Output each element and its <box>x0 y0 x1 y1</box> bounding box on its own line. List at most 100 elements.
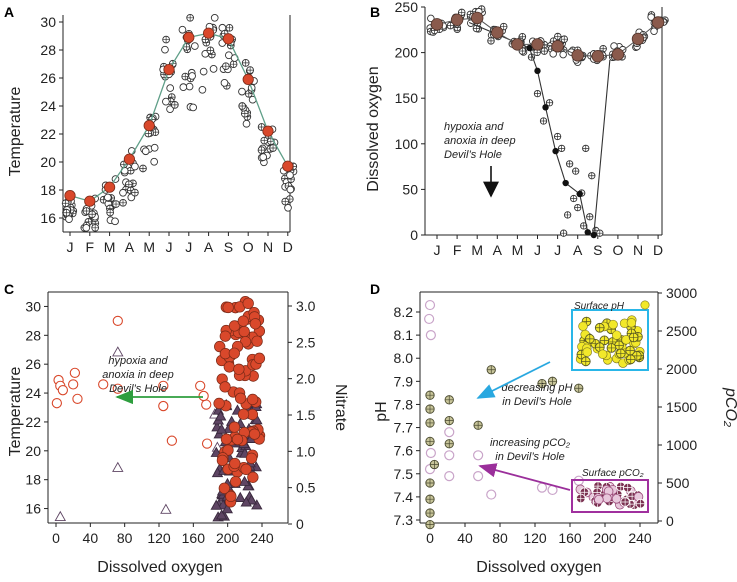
data-point <box>111 217 119 226</box>
y2-tick-label: 1.5 <box>296 407 316 423</box>
deep-point-cross <box>540 117 547 125</box>
surface-ph-point <box>640 300 650 310</box>
data-point-cross <box>63 209 70 217</box>
y-axis-label: Temperature <box>7 366 24 456</box>
annotation-line: in Devil’s Hole <box>495 451 565 463</box>
data-point-cross <box>119 199 127 207</box>
surface-ph-point-cross <box>614 340 624 350</box>
y-tick-label: 7.3 <box>394 512 414 528</box>
y2-tick-label: 2500 <box>666 323 697 339</box>
temp-point <box>251 335 263 347</box>
data-point-cross <box>186 14 194 22</box>
surface-ph-point-cross <box>629 333 639 342</box>
deep-mean-point <box>534 67 541 75</box>
mean-point <box>262 125 274 137</box>
data-point-cross <box>162 36 170 43</box>
temp-point <box>219 381 231 393</box>
x-tick-label: 200 <box>593 530 617 546</box>
nitrate-point <box>240 496 252 507</box>
ph-point-cross <box>425 495 435 504</box>
mean-point <box>104 181 116 193</box>
y-tick-label: 18 <box>40 182 56 198</box>
surface-pco2-point-cross <box>580 487 589 497</box>
ph-point-cross <box>425 520 435 529</box>
annotation-line: anoxia in deep <box>102 369 174 381</box>
annotation-line: increasing pCO₂ <box>490 437 571 449</box>
data-point <box>198 85 207 94</box>
ph-point-cross <box>425 418 435 428</box>
deep-point-cross <box>554 133 561 140</box>
data-point <box>119 188 127 197</box>
nitrate-point-hollow <box>160 503 172 514</box>
deep-mean-point <box>562 179 569 187</box>
y2-tick-label: 1500 <box>666 399 697 415</box>
data-point <box>150 157 159 166</box>
y-tick-label: 7.5 <box>394 466 414 482</box>
deep-line <box>468 21 611 236</box>
deep-point-cross <box>566 160 573 168</box>
x-tick-label: 80 <box>492 530 508 546</box>
y2-tick-label: 2.5 <box>296 334 316 350</box>
x-tick-label: M <box>104 239 116 255</box>
y-axis-label: pH <box>373 401 390 421</box>
x-tick-label: A <box>493 242 503 258</box>
x-tick-label: J <box>434 242 441 258</box>
data-point <box>141 147 150 156</box>
y2-axis-label: pCO₂ <box>722 387 737 427</box>
x-tick-label: S <box>593 242 602 258</box>
annotation-line: hypoxia and <box>444 121 504 133</box>
y-tick-label: 24 <box>40 98 56 114</box>
surface-pco2-point-cross <box>623 483 633 493</box>
x-tick-label: F <box>86 239 95 255</box>
mean-point <box>183 31 195 44</box>
pco2-point-hollow <box>425 447 436 459</box>
temp-point <box>245 452 258 464</box>
data-point <box>161 45 169 54</box>
data-point-cross <box>222 62 230 70</box>
x-tick-label: 0 <box>426 530 434 546</box>
nitrate-point <box>221 503 234 514</box>
temp-point <box>231 433 244 446</box>
temp-point <box>248 428 261 440</box>
surface-pco2-box <box>571 479 649 513</box>
pco2-point-hollow <box>473 450 484 461</box>
y2-tick-label: 2000 <box>666 361 697 377</box>
y2-tick-label: 0.5 <box>296 480 316 496</box>
data-point-cross <box>458 9 466 16</box>
data-point <box>65 215 73 223</box>
temp-point-hollow <box>68 379 79 390</box>
pco2-point-hollow <box>424 299 436 311</box>
data-point <box>286 171 294 179</box>
panel-letter-d: D <box>370 281 380 297</box>
y-tick-label: 200 <box>395 45 419 61</box>
data-point-cross <box>519 47 526 55</box>
nitrate-point <box>215 423 228 434</box>
data-point-cross <box>246 66 254 74</box>
surface-ph-point-cross <box>595 342 605 352</box>
data-point-cross <box>91 224 99 232</box>
data-point-cross <box>258 146 265 154</box>
x-tick-label: J <box>534 242 541 258</box>
x-tick-label: 160 <box>182 530 206 546</box>
deep-point-cross <box>596 229 604 237</box>
temp-point-hollow <box>198 390 209 402</box>
y-tick-label: 0 <box>410 227 418 243</box>
x-tick-label: 160 <box>558 530 582 546</box>
pco2-point-hollow <box>444 470 455 482</box>
mean-point <box>631 32 645 46</box>
annotation-line: in Devil’s Hole <box>502 396 572 408</box>
temp-point <box>228 347 240 359</box>
ph-point-cross <box>425 478 435 488</box>
mean-line <box>69 32 289 202</box>
data-point <box>179 83 188 92</box>
temp-point <box>237 315 249 327</box>
surface-pco2-point <box>602 493 612 504</box>
temp-point <box>222 301 234 314</box>
y2-axis-label: Nitrate <box>332 384 349 431</box>
data-point-cross <box>540 47 548 55</box>
data-point-cross <box>238 102 246 110</box>
surface-ph-box <box>571 309 649 371</box>
temp-point <box>233 363 245 375</box>
